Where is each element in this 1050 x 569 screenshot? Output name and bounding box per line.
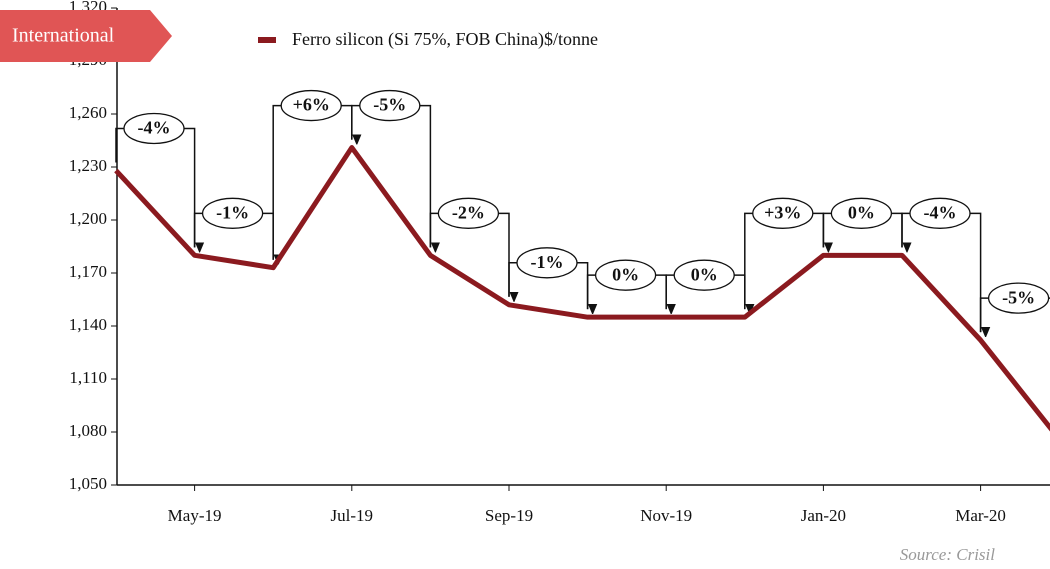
legend-label: Ferro silicon (Si 75%, FOB China)$/tonne	[292, 29, 598, 50]
change-bubble	[987, 282, 1050, 314]
change-bracket	[901, 212, 981, 332]
change-bracket	[272, 104, 352, 260]
change-label: -5%	[373, 95, 406, 115]
change-bubble	[830, 197, 893, 229]
change-label: 0%	[612, 264, 639, 284]
y-tick-label: 1,200	[69, 209, 107, 228]
change-bubble	[673, 259, 735, 291]
change-bracket	[115, 127, 195, 248]
change-label: 0%	[848, 202, 875, 222]
plot-area: 1,050 1,080 1,110 1,140 1,170 1,200 1,230 1,260…	[69, 0, 1050, 525]
y-tick-label: 1,110	[69, 368, 107, 387]
y-tick-label: 1,260	[69, 103, 107, 122]
change-label: 0%	[691, 264, 718, 284]
change-label: +3%	[764, 202, 801, 222]
change-label: -2%	[452, 202, 485, 222]
y-tick-label: 1,170	[69, 262, 107, 281]
change-bubble	[752, 197, 814, 229]
change-bracket	[351, 104, 431, 248]
badge-shape	[0, 10, 172, 62]
change-bubble	[594, 259, 657, 291]
x-tick-label: Jan-20	[801, 506, 846, 525]
badge: International	[12, 25, 115, 47]
change-label: -1%	[531, 252, 564, 272]
change-bubble	[201, 197, 264, 229]
change-bubble	[280, 89, 342, 122]
x-tick-label: Sep-19	[485, 506, 533, 525]
change-label: -5%	[1002, 287, 1035, 307]
x-tick-label: Jul-19	[331, 506, 374, 525]
change-label: -4%	[924, 202, 957, 222]
change-bubble	[437, 197, 500, 229]
change-bubble	[359, 89, 421, 122]
change-bubble	[909, 197, 971, 229]
change-label: +6%	[293, 95, 330, 115]
change-label: -4%	[138, 118, 171, 138]
x-tick-label: Nov-19	[640, 506, 692, 525]
y-tick-label: 1,230	[69, 156, 107, 175]
source: Source: Crisil	[900, 545, 996, 564]
x-tick-label: Mar-20	[955, 506, 1006, 525]
change-label: -1%	[216, 202, 249, 222]
price-line	[114, 145, 1050, 432]
y-tick-label: 1,080	[69, 421, 107, 440]
change-bubble	[123, 112, 185, 145]
y-tick-label: 1,140	[69, 315, 107, 334]
y-tick-label: 1,050	[69, 474, 107, 493]
change-bubble	[516, 247, 578, 279]
x-tick-label: May-19	[168, 506, 222, 525]
